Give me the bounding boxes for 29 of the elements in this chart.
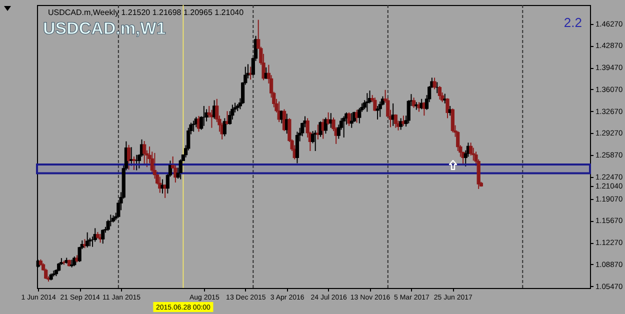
candlestick [142, 140, 146, 165]
candlestick [394, 114, 398, 128]
candlestick [174, 164, 178, 184]
candlestick [358, 107, 362, 124]
candlestick [469, 142, 473, 156]
candlestick [412, 97, 416, 108]
candlestick [318, 120, 322, 138]
annotation: USDCAD.m,W1 [43, 19, 166, 38]
candlestick [347, 112, 351, 126]
candlestick [132, 156, 136, 170]
candlestick [446, 98, 450, 119]
candlestick [44, 268, 48, 280]
candlestick [108, 214, 112, 227]
candlestick [450, 108, 454, 133]
candlestick [222, 118, 226, 137]
candlestick [101, 228, 105, 244]
candlestick [376, 105, 380, 120]
chart-title: USDCAD.m,Weekly 1.21520 1.21698 1.20965 1.21040 [48, 8, 244, 17]
candlestick [178, 158, 182, 180]
candlestick [248, 66, 252, 80]
candlestick [438, 86, 442, 100]
candlestick [432, 77, 436, 90]
candlestick [204, 108, 208, 122]
candlestick [342, 116, 346, 138]
candlestick [192, 120, 196, 132]
annotation: 2.2 [564, 15, 582, 30]
candlestick [378, 100, 382, 118]
candlestick [126, 144, 131, 170]
candlestick [373, 97, 377, 112]
